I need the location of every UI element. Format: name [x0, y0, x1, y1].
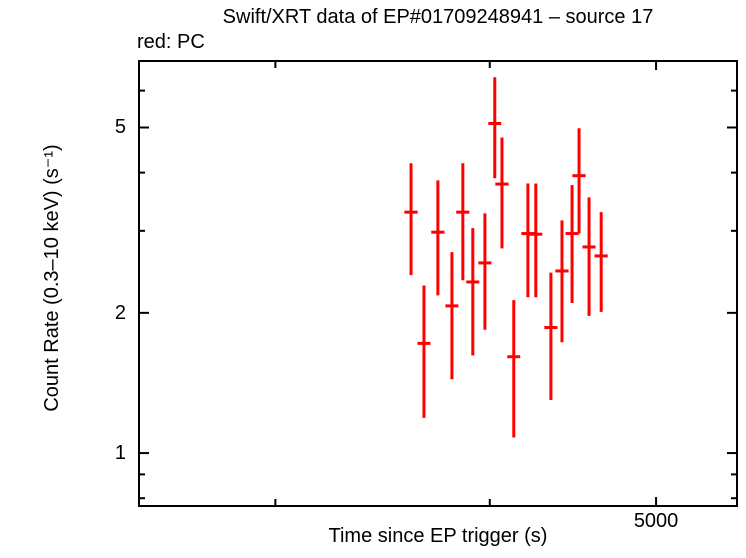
x-axis-title: Time since EP trigger (s) [328, 525, 548, 547]
y-tick-label: 2 [114, 301, 126, 324]
plot-frame [138, 60, 738, 507]
y-tick-label: 1 [114, 442, 126, 465]
legend-pc-note: red: PC [137, 31, 205, 53]
x-tick-label: 5000 [633, 510, 679, 532]
chart-title: Swift/XRT data of EP#01709248941 – sourc… [222, 6, 654, 28]
y-axis-title-text: Count Rate (0.3–10 keV) (s⁻¹) [41, 144, 63, 412]
y-tick-label: 5 [114, 116, 126, 139]
